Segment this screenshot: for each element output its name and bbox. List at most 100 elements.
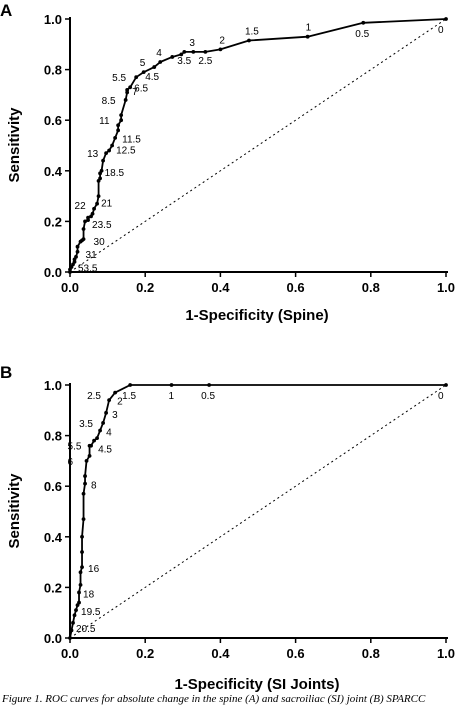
panel-a-threshold-label: 8.5 [102, 96, 116, 107]
panel-a-threshold-label: 5 [140, 58, 146, 69]
panel-b-y-tick-label: 1.0 [44, 378, 62, 393]
panel-a-x-tick-label: 0.0 [61, 280, 79, 295]
panel-a-threshold-label: 11 [99, 116, 110, 127]
panel-a-y-tick-label: 0.8 [44, 63, 62, 78]
panel-b-threshold-label: 3.5 [79, 419, 93, 430]
panel-a-threshold-label: 0.5 [355, 29, 369, 40]
panel-a-roc-point [182, 49, 187, 54]
panel-a-roc-point [96, 194, 101, 199]
panel-a-roc-point [81, 237, 86, 242]
panel-a-roc-point [104, 151, 108, 155]
panel-b-x-tick-label: 0.8 [362, 646, 380, 661]
panel-b-roc-point [78, 582, 83, 587]
panel-a-roc-point [116, 123, 121, 128]
panel-b-roc-point [87, 453, 92, 458]
panel-b-roc-point [83, 474, 87, 478]
panel-a-roc-point [361, 20, 366, 25]
panel-b-roc-point [80, 550, 84, 554]
panel-a-roc-curve [69, 18, 447, 272]
panel-a-threshold-label: 1.5 [245, 27, 259, 38]
panel-b-threshold-label: 2 [117, 397, 123, 408]
panel-b-roc-point [77, 600, 81, 605]
panel-a-y-tick-label: 0.2 [44, 214, 62, 229]
panel-b-roc-point [71, 620, 75, 625]
panel-b-roc-point [69, 628, 74, 633]
panel-a-roc-point [191, 49, 196, 54]
panel-b-roc-point [113, 390, 118, 395]
panel-a-roc-point [99, 168, 104, 173]
panel-b-roc-point [107, 398, 112, 403]
panel-a-roc-point [158, 60, 163, 64]
panel-a-y-tick-label: 0.0 [44, 265, 62, 280]
panel-a-threshold-label: 13 [87, 149, 99, 160]
panel-a-roc-point [98, 176, 102, 181]
panel-b-threshold-label: 4 [106, 428, 112, 439]
panel-a-label: A [0, 1, 12, 20]
panel-b-roc-point [104, 410, 108, 415]
panel-b-roc-point [80, 565, 84, 570]
panel-b-roc-point [84, 459, 89, 463]
panel-a-y-tick-label: 1.0 [44, 12, 62, 27]
panel-b-roc-point [98, 428, 102, 433]
panel-b-roc-point [81, 517, 86, 521]
panel-b-threshold-label: 19.5 [81, 607, 101, 618]
panel-b-y-tick-label: 0.0 [44, 631, 62, 646]
panel-b-threshold-label: 20.5 [76, 624, 96, 635]
panel-a-y-tick-label: 0.6 [44, 113, 62, 128]
panel-b-roc-point [68, 636, 72, 640]
panel-a-roc-point [110, 143, 115, 148]
panel-a-roc-point [95, 201, 99, 206]
panel-b-roc-point [128, 383, 133, 387]
panel-a-roc-point [83, 219, 87, 224]
panel-a-threshold-label: 12.5 [116, 146, 136, 157]
panel-b-roc-point [81, 491, 86, 496]
panel-b-x-tick-label: 0.2 [136, 646, 154, 661]
panel-a-xlabel: 1-Specificity (Spine) [185, 307, 328, 324]
panel-a-threshold-label: 4.5 [145, 72, 159, 83]
panel-b-chart: B Sensitivity 1-Specificity (SI Joints) … [0, 363, 455, 693]
panel-a-roc-point [444, 17, 448, 21]
panel-a-roc-point [75, 249, 80, 254]
panel-a-roc-point [75, 244, 80, 249]
panel-a-ylabel: Sensitivity [6, 107, 23, 183]
panel-a-roc-point [86, 215, 90, 220]
panel-b-roc-point [207, 383, 212, 387]
panel-a-roc-point [123, 98, 128, 102]
panel-b-ylabel: Sensitivity [6, 473, 23, 549]
panel-b-x-tick-label: 0.4 [211, 646, 230, 661]
panel-b-threshold-label: 8 [91, 481, 97, 492]
panel-a-roc-point [113, 136, 118, 140]
panel-a-roc-point [152, 65, 157, 69]
panel-b-roc-point [83, 481, 87, 486]
panel-a-x-tick-label: 0.2 [136, 280, 154, 295]
panel-a-threshold-label: 53.5 [78, 263, 98, 274]
panel-a-threshold-label: 22 [75, 201, 87, 212]
panel-a-x-tick-label: 0.6 [287, 280, 305, 295]
panel-b-xlabel: 1-Specificity (SI Joints) [174, 676, 339, 693]
panel-a-threshold-label: 18.5 [105, 168, 125, 179]
figure-caption: Figure 1. ROC curves for absolute change… [2, 693, 426, 705]
panel-b-threshold-label: 2.5 [87, 391, 101, 402]
panel-b-x-tick-label: 0.6 [287, 646, 305, 661]
panel-b-roc-point [92, 438, 96, 443]
panel-b-x-tick-label: 1.0 [437, 646, 455, 661]
panel-b-roc-point [95, 436, 99, 441]
panel-b-roc-point [101, 421, 105, 425]
panel-a-threshold-label: 2.5 [198, 56, 212, 67]
panel-b-reference-diagonal [69, 384, 447, 639]
panel-b-roc-point [444, 383, 448, 387]
panel-b-threshold-label: 0 [438, 391, 444, 402]
panel-a-y-tick-label: 0.4 [44, 164, 63, 179]
panel-a-roc-point [119, 113, 124, 118]
panel-a-threshold-label: 1 [306, 23, 312, 34]
panel-b-threshold-label: 0.5 [201, 391, 215, 402]
panel-a-threshold-label: 6.5 [134, 83, 148, 94]
panel-b-threshold-label: 18 [83, 589, 95, 600]
panel-a-reference-diagonal [69, 18, 447, 273]
panel-a-roc-point [81, 227, 86, 231]
panel-b-threshold-label: 5.5 [68, 442, 82, 453]
panel-a-x-tick-label: 0.4 [211, 280, 230, 295]
panel-a-roc-point [74, 254, 78, 259]
panel-a-roc-point [128, 85, 133, 90]
panel-b-roc-point [77, 590, 81, 595]
